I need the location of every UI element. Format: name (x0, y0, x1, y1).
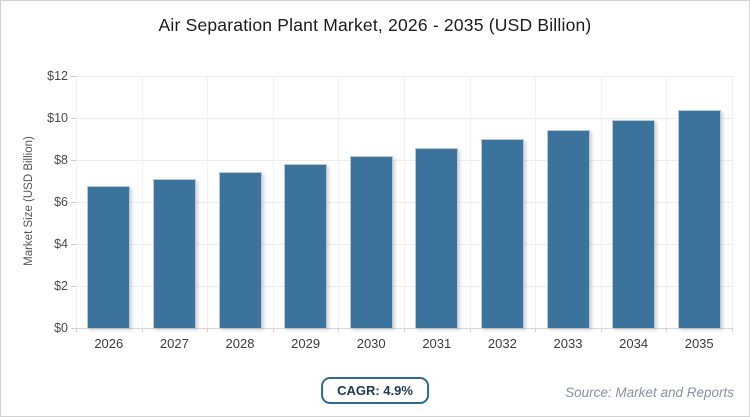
y-tick-mark (71, 202, 76, 203)
v-gridline (141, 76, 143, 328)
y-tick-label: $2 (54, 279, 68, 293)
x-tick-mark (207, 328, 209, 332)
bar-2035[interactable] (677, 110, 721, 328)
x-tick-label: 2031 (422, 336, 452, 351)
y-tick-label: $6 (54, 195, 68, 209)
y-tick-mark (71, 328, 76, 329)
x-tick-mark (272, 328, 274, 332)
y-tick-label: $12 (47, 69, 68, 83)
v-gridline (535, 76, 537, 328)
y-tick-mark (71, 244, 76, 245)
y-tick-label: $0 (54, 321, 68, 335)
cagr-badge: CAGR: 4.9% (321, 377, 429, 404)
x-tick-mark (76, 328, 77, 332)
x-tick-mark (469, 328, 471, 332)
x-tick-mark (666, 328, 668, 332)
bar-2030[interactable] (349, 156, 393, 328)
y-tick-mark (71, 160, 76, 161)
chart-title: Air Separation Plant Market, 2026 - 2035… (158, 15, 592, 35)
bar-2029[interactable] (284, 164, 328, 328)
y-tick-mark (71, 286, 76, 287)
source-note: Source: Market and Reports (565, 385, 734, 400)
x-tick-label: 2035 (684, 336, 714, 351)
x-tick-label: 2030 (356, 336, 386, 351)
v-gridline (76, 76, 77, 328)
x-tick-label: 2028 (225, 336, 255, 351)
y-tick-mark (71, 118, 76, 119)
v-gridline (338, 76, 340, 328)
x-tick-label: 2026 (94, 336, 124, 351)
bar-2026[interactable] (87, 186, 131, 328)
x-tick-label: 2033 (553, 336, 583, 351)
y-tick-label: $8 (54, 153, 68, 167)
x-tick-mark (600, 328, 602, 332)
bar-2028[interactable] (218, 171, 262, 328)
v-gridline (272, 76, 274, 328)
x-tick-mark (141, 328, 143, 332)
bar-2027[interactable] (152, 179, 196, 328)
bar-2034[interactable] (612, 120, 656, 328)
bar-2031[interactable] (415, 148, 459, 328)
y-tick-label: $4 (54, 237, 68, 251)
x-tick-mark (338, 328, 340, 332)
x-tick-mark (535, 328, 537, 332)
v-gridline (732, 76, 733, 328)
v-gridline (207, 76, 209, 328)
y-tick-mark (71, 76, 76, 77)
x-tick-label: 2029 (291, 336, 321, 351)
x-tick-label: 2034 (619, 336, 649, 351)
x-tick-label: 2032 (487, 336, 517, 351)
x-tick-label: 2027 (159, 336, 189, 351)
v-gridline (404, 76, 405, 328)
bar-2033[interactable] (546, 129, 590, 328)
x-tick-mark (732, 328, 733, 332)
v-gridline (666, 76, 668, 328)
v-gridline (469, 76, 471, 328)
x-tick-mark (404, 328, 405, 332)
y-tick-label: $10 (47, 111, 68, 125)
bar-2032[interactable] (480, 139, 524, 328)
v-gridline (600, 76, 602, 328)
